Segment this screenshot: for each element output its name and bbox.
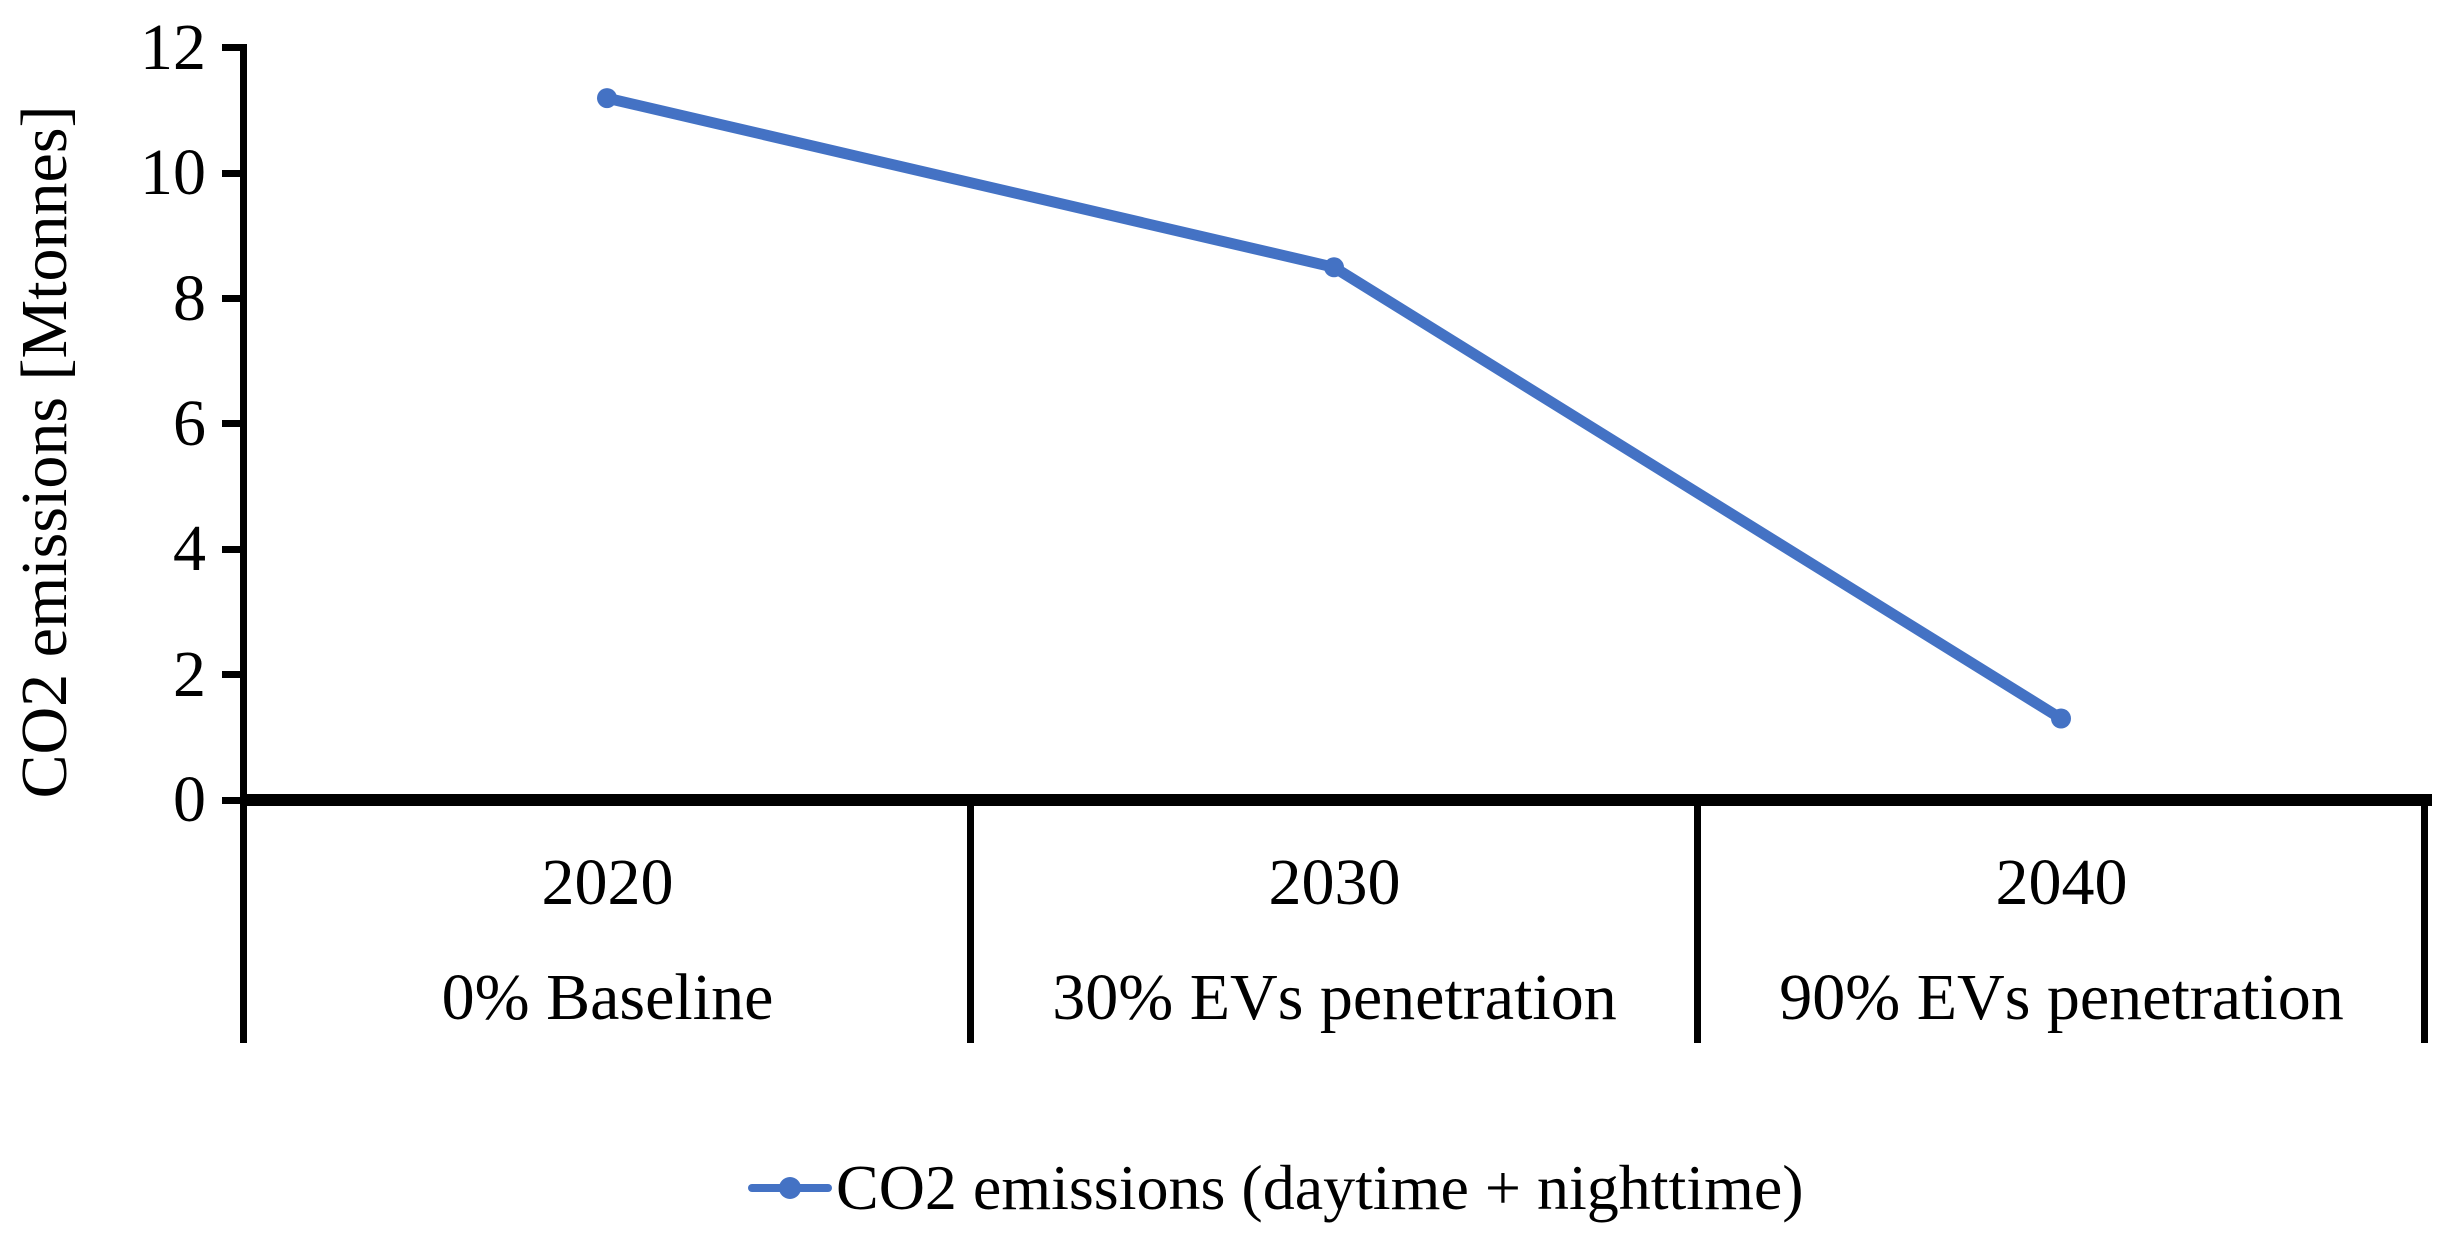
- y-tick-label-12: 12: [140, 11, 206, 84]
- series-marker: [597, 88, 617, 109]
- x-category-scenario-90pct: 90% EVs penetration: [1779, 961, 2344, 1034]
- y-tick-mark: [222, 546, 243, 553]
- x-category-scenario-30pct: 30% EVs penetration: [1052, 961, 1617, 1034]
- y-tick-mark: [222, 44, 243, 51]
- y-tick-label-6: 6: [173, 387, 206, 460]
- y-tick-label-10: 10: [140, 136, 206, 209]
- series-marker: [2051, 708, 2071, 729]
- y-tick-label-8: 8: [173, 262, 206, 335]
- category-divider-1: [967, 800, 974, 1043]
- legend: CO2 emissions (daytime + nighttime): [748, 1148, 1804, 1228]
- category-border-right: [2421, 800, 2428, 1043]
- legend-line-marker-icon: [748, 1176, 832, 1200]
- x-axis-line: [240, 794, 2432, 806]
- y-tick-mark: [222, 797, 243, 804]
- y-tick-label-0: 0: [173, 763, 206, 836]
- x-category-year-2020: 2020: [541, 846, 674, 919]
- y-tick-mark: [222, 295, 243, 302]
- series-line: [601, 92, 2067, 724]
- y-tick-mark: [222, 170, 243, 177]
- y-axis-line: [240, 44, 247, 807]
- y-tick-mark: [222, 671, 243, 678]
- x-category-year-2030: 2030: [1268, 846, 1401, 919]
- y-tick-label-4: 4: [173, 512, 206, 585]
- y-tick-mark: [222, 420, 243, 427]
- series-marker: [1324, 257, 1344, 278]
- category-border-left: [240, 800, 247, 1043]
- legend-label: CO2 emissions (daytime + nighttime): [836, 1152, 1804, 1223]
- category-divider-2: [1694, 800, 1701, 1043]
- x-category-scenario-baseline: 0% Baseline: [441, 961, 774, 1034]
- legend-marker-dot: [779, 1177, 801, 1199]
- x-category-year-2040: 2040: [1995, 846, 2128, 919]
- y-tick-label-2: 2: [173, 638, 206, 711]
